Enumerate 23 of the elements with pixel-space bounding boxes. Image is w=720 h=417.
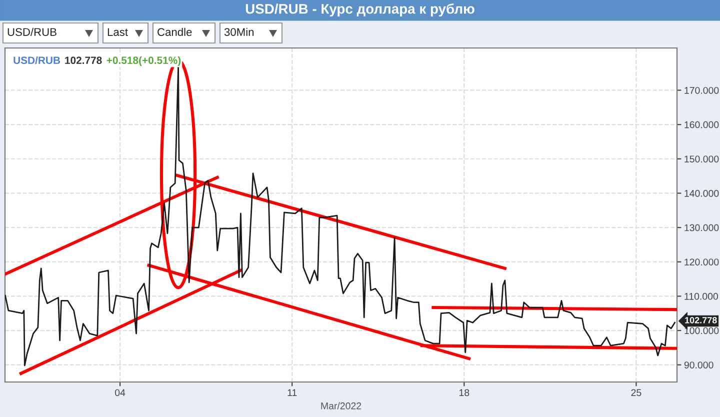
y-tick-label: 170.000 (684, 86, 719, 94)
text: Candle (158, 28, 192, 36)
y-tick-label: 90.000 (684, 362, 714, 368)
y-tick-label: 140.000 (684, 190, 719, 197)
x-axis-title: Mar/2022 (321, 402, 362, 410)
chart-title: USD/RUB - Курс доллара к рублю (246, 3, 474, 17)
annotation: +0.518(+0.51%) (106, 56, 181, 66)
y-tick-label: 150.000 (684, 156, 719, 162)
y-tick-label: 120.000 (684, 258, 719, 266)
x-tick-label: 04 (115, 389, 126, 396)
text: 30Min (224, 28, 254, 36)
y-tick-label: 130.000 (684, 224, 719, 232)
annotation: 102.778 (685, 317, 717, 324)
y-tick-label: 110.000 (684, 292, 718, 300)
text: USD/RUB (8, 28, 56, 36)
annotation: 102.778 (65, 56, 102, 64)
text: Last (108, 28, 128, 36)
y-tick-label: 100.000 (684, 327, 719, 334)
x-tick-label: 11 (288, 389, 297, 396)
x-tick-label: 25 (631, 389, 642, 396)
x-tick-label: 18 (459, 389, 470, 396)
annotation: USD/RUB (14, 56, 60, 64)
y-tick-label: 160.000 (684, 121, 719, 128)
